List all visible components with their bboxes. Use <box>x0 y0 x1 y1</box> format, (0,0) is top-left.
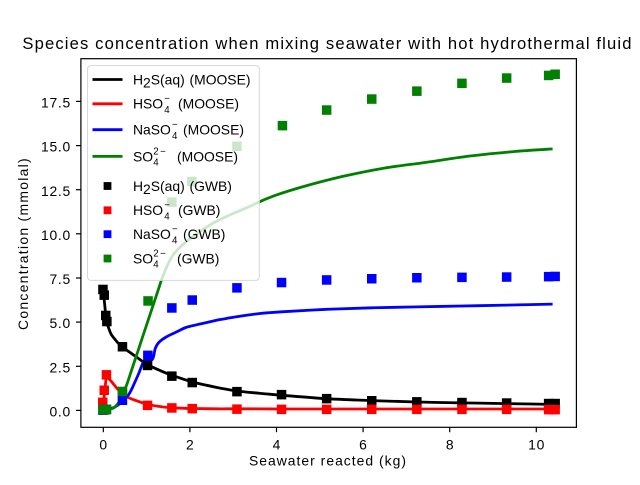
svg-text:4: 4 <box>172 235 178 246</box>
svg-text:(MOOSE): (MOOSE) <box>177 148 238 164</box>
svg-text:10.0: 10.0 <box>41 227 71 243</box>
svg-text:−: − <box>172 120 178 131</box>
svg-text:4: 4 <box>153 158 159 169</box>
svg-text:7.5: 7.5 <box>49 271 70 287</box>
svg-text:(MOOSE): (MOOSE) <box>183 122 244 138</box>
svg-text:(MOOSE): (MOOSE) <box>178 96 239 112</box>
svg-text:12.5: 12.5 <box>41 183 71 199</box>
svg-text:(GWB): (GWB) <box>183 226 225 242</box>
svg-text:SO: SO <box>133 148 153 164</box>
svg-text:4: 4 <box>172 131 178 142</box>
svg-text:2.5: 2.5 <box>49 359 70 375</box>
svg-text:NaSO: NaSO <box>133 226 171 242</box>
svg-text:−: − <box>164 94 170 105</box>
svg-text:4: 4 <box>164 212 170 223</box>
svg-text:H2S(aq): H2S(aq) <box>133 71 185 90</box>
svg-text:(GWB): (GWB) <box>178 202 220 218</box>
svg-text:0: 0 <box>99 436 107 452</box>
svg-text:2: 2 <box>186 436 194 452</box>
svg-text:4: 4 <box>153 260 159 271</box>
svg-text:15.0: 15.0 <box>41 139 71 155</box>
svg-text:−: − <box>164 200 170 211</box>
svg-text:Seawater reacted (kg): Seawater reacted (kg) <box>249 452 407 468</box>
svg-text:8: 8 <box>446 436 454 452</box>
svg-text:5.0: 5.0 <box>49 315 70 331</box>
svg-text:4: 4 <box>273 436 281 452</box>
svg-text:2−: 2− <box>153 248 167 259</box>
svg-text:(GWB): (GWB) <box>190 178 232 194</box>
svg-text:(GWB): (GWB) <box>177 250 219 266</box>
svg-text:H2S(aq): H2S(aq) <box>133 178 185 197</box>
svg-text:HSO: HSO <box>133 202 163 218</box>
svg-text:4: 4 <box>164 105 170 116</box>
svg-text:NaSO: NaSO <box>133 122 171 138</box>
svg-text:Concentration (mmolal): Concentration (mmolal) <box>15 157 31 330</box>
svg-text:6: 6 <box>359 436 367 452</box>
svg-text:17.5: 17.5 <box>41 95 71 111</box>
svg-text:Species concentration when mix: Species concentration when mixing seawat… <box>22 34 632 53</box>
svg-text:0.0: 0.0 <box>49 404 70 420</box>
svg-text:2−: 2− <box>153 146 167 157</box>
svg-text:−: − <box>172 224 178 235</box>
svg-text:10: 10 <box>528 436 545 452</box>
svg-text:SO: SO <box>133 250 153 266</box>
svg-text:(MOOSE): (MOOSE) <box>190 71 251 87</box>
svg-text:HSO: HSO <box>133 96 163 112</box>
